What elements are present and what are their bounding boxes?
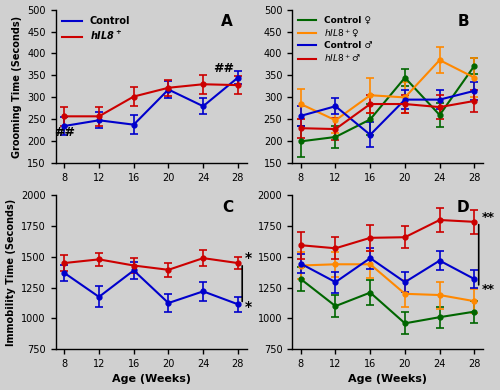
Legend: Control, $\bfit{h}\bfit{I}\bfit{L}\bfit{8}^+$: Control, $\bfit{h}\bfit{I}\bfit{L}\bfit{… [60,14,132,44]
Y-axis label: Grooming Time (Seconds): Grooming Time (Seconds) [12,15,22,158]
Text: A: A [222,14,233,29]
Text: D: D [457,200,469,215]
Text: ##: ## [54,126,75,139]
Y-axis label: Immobility Time (Seconds): Immobility Time (Seconds) [6,199,16,346]
Legend: Control ♀, $hIL8^+$♀, Control ♂, $hIL8^+$♂: Control ♀, $hIL8^+$♀, Control ♂, $hIL8^+… [296,14,374,66]
Text: *: * [245,300,252,314]
X-axis label: Age (Weeks): Age (Weeks) [112,374,190,385]
Text: **: ** [482,211,494,224]
Text: **: ** [482,283,494,296]
Text: *: * [245,251,252,265]
Text: ##: ## [214,62,234,74]
Text: C: C [222,200,233,215]
X-axis label: Age (Weeks): Age (Weeks) [348,374,427,385]
Text: B: B [458,14,469,29]
